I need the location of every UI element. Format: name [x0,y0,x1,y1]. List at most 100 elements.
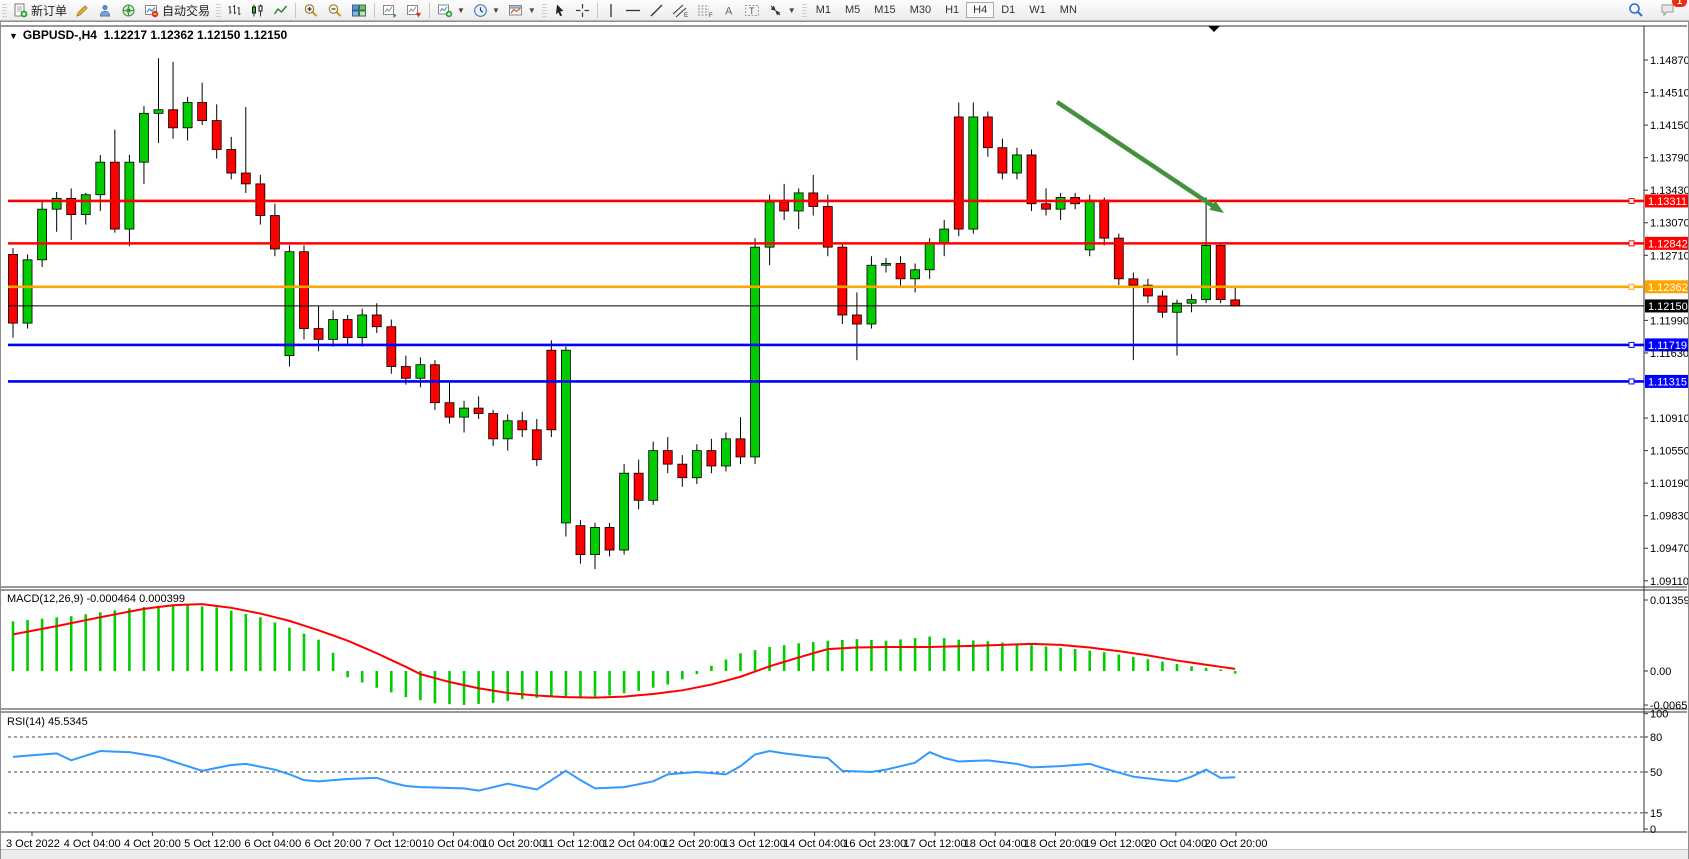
equidistant-channel-button[interactable]: E [668,1,693,19]
text-label-button[interactable]: T [740,1,764,19]
search-button[interactable] [1624,1,1648,19]
timeframe-d1-button[interactable]: D1 [1001,4,1016,16]
time-tick-label: 6 Oct 04:00 [244,838,301,850]
price-line-label: 1.12842 [1648,238,1688,250]
line-handle[interactable] [1628,378,1635,385]
tile-windows-button[interactable] [347,1,371,19]
price-tick-label: 1.09830 [1650,511,1688,523]
line-chart-icon [273,5,288,14]
price-tick-label: 1.11990 [1650,315,1688,327]
candlestick-series [8,58,1241,570]
timeframe-m5-button[interactable]: M5 [845,4,861,16]
timeframe-m15-button[interactable]: M15 [874,4,896,16]
time-tick-label: 17 Oct 12:00 [904,838,967,850]
trendline-icon [650,4,663,16]
time-tick-label: 19 Oct 12:00 [1084,838,1147,850]
price-axis[interactable]: 1.14870 1.14510 1.14150 1.13790 1.13430 1.130… [1644,55,1688,588]
price-tick-label: 1.11630 [1650,348,1688,360]
time-tick-label: 4 Oct 04:00 [64,838,121,850]
fibonacci-icon: F [697,5,713,18]
macd-pane: 0.013595 0.00 -0.00652 [11,595,1688,712]
line-handle[interactable] [1628,197,1635,204]
autotrading-label: 自动交易 [162,3,211,18]
zoom-in-button[interactable] [299,1,323,19]
new-order-icon [14,3,28,17]
price-line-label: 1.11315 [1648,376,1687,388]
candlestick-chart-button[interactable] [246,1,269,19]
timeframe-mn-button[interactable]: MN [1059,4,1077,16]
arrows-button[interactable]: ▼ [764,1,800,19]
zoom-in-icon [304,3,318,17]
line-chart-button[interactable] [269,1,292,19]
chart-shift-button[interactable] [402,1,426,19]
templates-button[interactable]: ▼ [504,1,540,19]
chart-canvas[interactable]: 1.13311 1.12842 1.12362 1.12150 1.11719 1.113… [1,22,1688,859]
dropdown-caret: ▼ [787,5,796,15]
chart-ohlc-values: 1.12217 1.12362 1.12150 1.12150 [103,28,288,42]
line-handle[interactable] [1628,283,1635,290]
fibonacci-button[interactable]: F [693,1,718,19]
equidistant-channel-icon: E [672,4,688,18]
autotrading-button[interactable]: 自动交易 [140,1,214,19]
horizontal-scrollbar[interactable] [1,849,1688,859]
horizontal-line-button[interactable] [621,1,645,19]
cursor-button[interactable] [549,1,571,19]
timeframe-w1-button[interactable]: W1 [1029,4,1046,16]
macd-signal-line [12,603,1236,699]
vertical-line-icon [610,3,612,17]
community-icon [100,4,111,16]
notifications-button[interactable]: 1 [1656,0,1687,19]
crosshair-button[interactable] [571,1,594,19]
templates-icon [508,4,522,15]
one-click-trading-caret[interactable]: ▼ [9,31,18,41]
price-tick-label: 1.13430 [1650,185,1688,197]
time-tick-label: 10 Oct 20:00 [482,838,545,850]
market-button[interactable] [117,1,140,19]
vertical-line-button[interactable] [601,1,621,19]
dropdown-caret: ▼ [527,5,536,15]
metaeditor-button[interactable] [71,1,94,19]
market-icon [122,4,135,16]
crosshair-icon [575,3,589,17]
new-order-label: 新订单 [31,3,68,18]
cursor-icon [555,4,564,16]
chart-shift-icon [407,4,422,17]
line-handle[interactable] [1628,341,1635,348]
time-tick-label: 14 Oct 04:00 [783,838,846,850]
timeframe-h4-button[interactable]: H4 [966,2,995,18]
new-chart-button[interactable]: ▼ [433,1,469,19]
autoscroll-button[interactable] [378,1,402,19]
price-line-label: 1.11719 [1648,340,1687,352]
rsi-scale-label: 0 [1650,824,1656,836]
dropdown-caret: ▼ [457,5,465,15]
tile-windows-icon [352,4,367,16]
clock-icon [474,3,487,17]
scroll-to-end-marker[interactable] [1208,26,1220,32]
timeframe-h1-button[interactable]: H1 [945,4,960,16]
trendline-button[interactable] [645,1,668,19]
pane-borders [1,25,1687,833]
horizontal-line-icon [625,9,640,11]
chat-bubble-icon [1661,4,1674,17]
time-tick-label: 18 Oct 04:00 [964,838,1027,850]
community-button[interactable] [94,1,117,19]
zoom-out-button[interactable] [323,1,347,19]
timeframe-m1-button[interactable]: M1 [815,4,831,16]
time-tick-label: 7 Oct 12:00 [365,838,422,850]
new-chart-icon [438,4,453,17]
toolbar-separator [429,2,431,18]
line-handle[interactable] [1628,240,1635,247]
text-button[interactable]: A [718,1,740,19]
time-axis[interactable]: 3 Oct 2022 4 Oct 04:00 4 Oct 20:00 5 Oct 12… [6,832,1268,850]
periods-button[interactable]: ▼ [469,1,504,19]
bar-chart-button[interactable] [223,1,246,19]
hline-objects: 1.13311 1.12842 1.12362 1.12150 1.11719 1.113… [8,194,1688,388]
trend-arrow-annotation[interactable] [1055,100,1224,213]
new-order-button[interactable]: 新订单 [9,1,71,19]
macd-scale-label: -0.00652 [1650,700,1688,712]
rsi-indicator-label: RSI(14) 45.5345 [7,716,88,728]
toolbar-separator [596,2,598,18]
timeframe-m30-button[interactable]: M30 [909,4,932,16]
svg-text:E: E [684,13,688,18]
